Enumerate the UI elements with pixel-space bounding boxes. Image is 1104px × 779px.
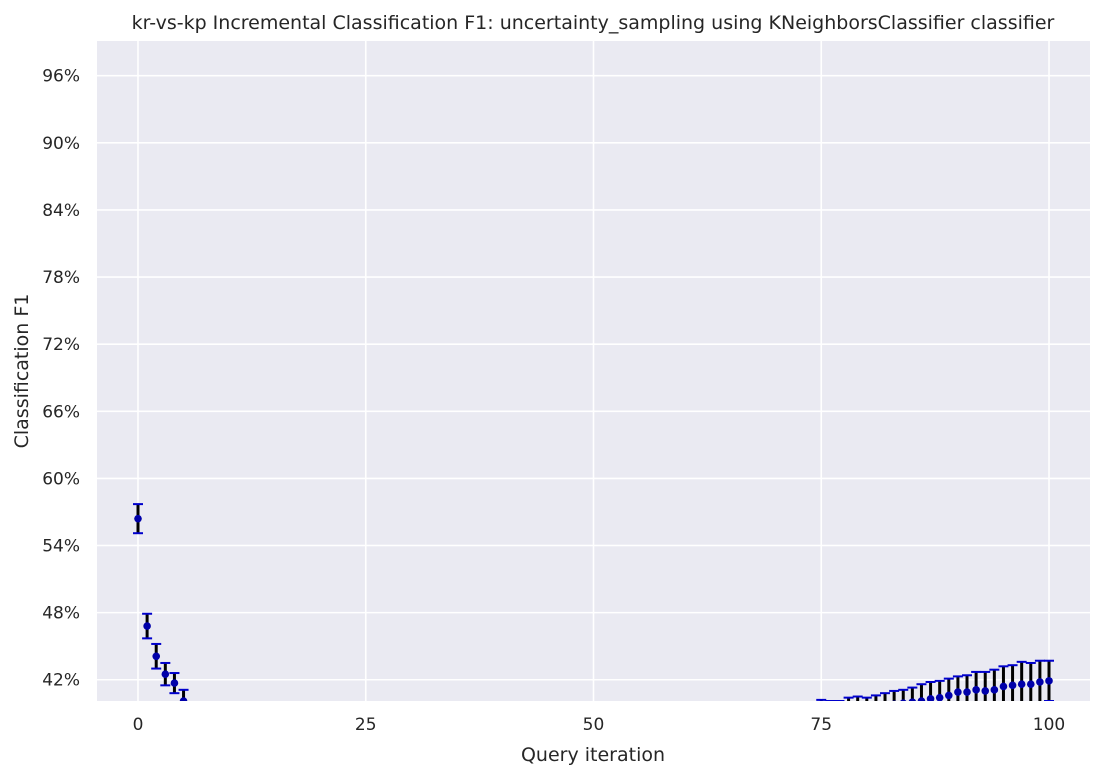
data-point bbox=[1017, 680, 1026, 689]
data-point bbox=[161, 670, 170, 678]
y-tick-label: 78% bbox=[42, 268, 80, 288]
y-tick-label: 48% bbox=[42, 604, 80, 624]
data-point bbox=[827, 707, 835, 715]
y-tick-label: 84% bbox=[42, 201, 80, 221]
x-tick-label: 100 bbox=[1033, 715, 1065, 735]
data-point bbox=[817, 706, 825, 714]
data-point bbox=[944, 691, 953, 700]
data-point bbox=[854, 704, 862, 712]
data-point bbox=[1045, 677, 1053, 685]
data-point bbox=[872, 704, 880, 712]
y-tick-label: 66% bbox=[42, 402, 80, 422]
data-point bbox=[1026, 680, 1035, 689]
x-tick-label: 0 bbox=[133, 715, 144, 735]
y-tick-label: 54% bbox=[42, 537, 80, 557]
data-point bbox=[808, 707, 816, 715]
data-point bbox=[1036, 678, 1044, 686]
x-tick-label: 50 bbox=[583, 715, 605, 735]
data-point bbox=[1008, 681, 1017, 690]
y-tick-label: 96% bbox=[42, 67, 80, 87]
y-tick-label: 90% bbox=[42, 134, 80, 154]
y-tick-label: 60% bbox=[42, 469, 80, 489]
x-tick-labels: 0 25 50 75 100 bbox=[133, 715, 1066, 735]
grid bbox=[97, 41, 1090, 701]
y-axis-label: Classification F1 bbox=[11, 294, 33, 449]
data-point bbox=[836, 707, 844, 715]
data-point bbox=[892, 700, 896, 701]
data-point bbox=[908, 698, 916, 701]
data-point bbox=[143, 622, 151, 630]
data-point bbox=[963, 688, 971, 696]
chart-title: kr-vs-kp Incremental Classification F1: … bbox=[132, 12, 1055, 34]
data-points bbox=[132, 503, 1055, 715]
data-point bbox=[179, 697, 188, 701]
y-tick-label: 42% bbox=[42, 671, 80, 691]
x-tick-label: 75 bbox=[810, 715, 832, 735]
data-point bbox=[881, 703, 889, 711]
y-tick-labels: 42% 48% 54% 60% 66% 72% 78% 84% 90% 96% bbox=[42, 67, 80, 691]
data-point bbox=[900, 699, 907, 701]
data-point bbox=[999, 682, 1008, 691]
data-point bbox=[845, 705, 853, 713]
x-axis-label: Query iteration bbox=[521, 744, 665, 766]
data-point bbox=[170, 679, 179, 687]
x-tick-label: 25 bbox=[355, 715, 377, 735]
y-tick-label: 72% bbox=[42, 335, 80, 355]
data-point bbox=[926, 694, 935, 701]
data-point bbox=[935, 693, 944, 701]
data-point bbox=[972, 686, 980, 694]
data-point bbox=[954, 688, 962, 696]
data-point bbox=[917, 697, 926, 701]
data-point bbox=[134, 514, 142, 523]
data-point bbox=[990, 686, 999, 694]
data-point bbox=[981, 687, 990, 695]
data-point bbox=[863, 705, 871, 713]
data-point bbox=[152, 652, 161, 661]
